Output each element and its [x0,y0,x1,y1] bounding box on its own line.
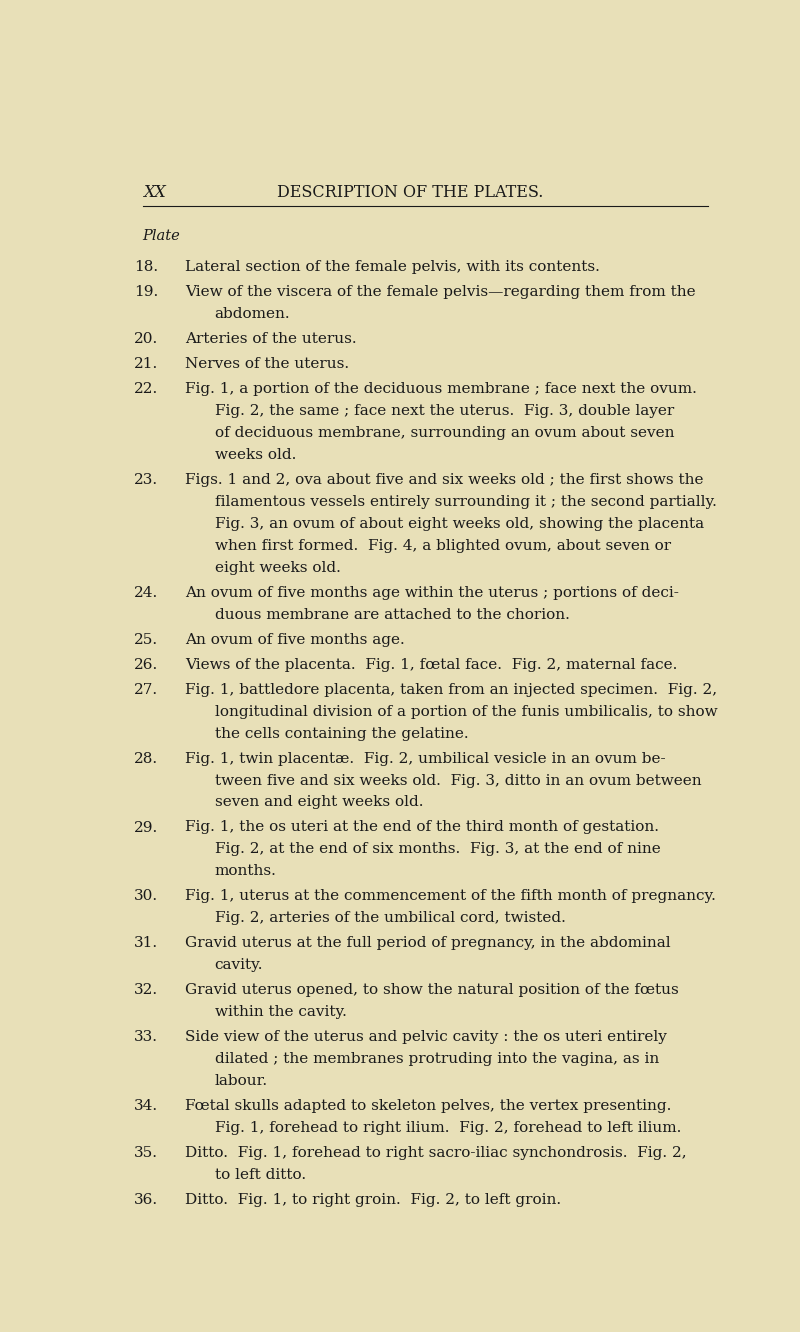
Text: duous membrane are attached to the chorion.: duous membrane are attached to the chori… [214,607,570,622]
Text: Figs. 1 and 2, ova about five and six weeks old ; the first shows the: Figs. 1 and 2, ova about five and six we… [186,473,704,486]
Text: Fig. 1, a portion of the deciduous membrane ; face next the ovum.: Fig. 1, a portion of the deciduous membr… [186,382,697,396]
Text: View of the viscera of the female pelvis—regarding them from the: View of the viscera of the female pelvis… [186,285,696,298]
Text: Nerves of the uterus.: Nerves of the uterus. [186,357,350,370]
Text: DESCRIPTION OF THE PLATES.: DESCRIPTION OF THE PLATES. [277,184,543,201]
Text: filamentous vessels entirely surrounding it ; the second partially.: filamentous vessels entirely surrounding… [214,494,717,509]
Text: eight weeks old.: eight weeks old. [214,561,341,574]
Text: 23.: 23. [134,473,158,486]
Text: Fig. 1, twin placentæ.  Fig. 2, umbilical vesicle in an ovum be-: Fig. 1, twin placentæ. Fig. 2, umbilical… [186,751,666,766]
Text: 21.: 21. [134,357,158,370]
Text: abdomen.: abdomen. [214,306,290,321]
Text: months.: months. [214,864,277,878]
Text: Arteries of the uterus.: Arteries of the uterus. [186,332,357,346]
Text: 34.: 34. [134,1099,158,1114]
Text: 26.: 26. [134,658,158,671]
Text: of deciduous membrane, surrounding an ovum about seven: of deciduous membrane, surrounding an ov… [214,426,674,440]
Text: cavity.: cavity. [214,958,263,972]
Text: 18.: 18. [134,260,158,274]
Text: within the cavity.: within the cavity. [214,1006,346,1019]
Text: 24.: 24. [134,586,158,599]
Text: 30.: 30. [134,890,158,903]
Text: Fig. 1, the os uteri at the end of the third month of gestation.: Fig. 1, the os uteri at the end of the t… [186,821,659,835]
Text: 33.: 33. [134,1031,158,1044]
Text: Fig. 2, arteries of the umbilical cord, twisted.: Fig. 2, arteries of the umbilical cord, … [214,911,566,926]
Text: 32.: 32. [134,983,158,998]
Text: 20.: 20. [134,332,158,346]
Text: 27.: 27. [134,683,158,697]
Text: 28.: 28. [134,751,158,766]
Text: An ovum of five months age.: An ovum of five months age. [186,633,405,646]
Text: Gravid uterus opened, to show the natural position of the fœtus: Gravid uterus opened, to show the natura… [186,983,679,998]
Text: 29.: 29. [134,821,158,835]
Text: Plate: Plate [142,229,180,244]
Text: 25.: 25. [134,633,158,646]
Text: Lateral section of the female pelvis, with its contents.: Lateral section of the female pelvis, wi… [186,260,600,274]
Text: tween five and six weeks old.  Fig. 3, ditto in an ovum between: tween five and six weeks old. Fig. 3, di… [214,774,702,787]
Text: XX: XX [142,184,166,201]
Text: 22.: 22. [134,382,158,396]
Text: Fig. 2, the same ; face next the uterus.  Fig. 3, double layer: Fig. 2, the same ; face next the uterus.… [214,404,674,418]
Text: 31.: 31. [134,936,158,951]
Text: labour.: labour. [214,1074,268,1088]
Text: Fig. 1, uterus at the commencement of the fifth month of pregnancy.: Fig. 1, uterus at the commencement of th… [186,890,716,903]
Text: Views of the placenta.  Fig. 1, fœtal face.  Fig. 2, maternal face.: Views of the placenta. Fig. 1, fœtal fac… [186,658,678,671]
Text: Ditto.  Fig. 1, forehead to right sacro-iliac synchondrosis.  Fig. 2,: Ditto. Fig. 1, forehead to right sacro-i… [186,1147,687,1160]
Text: seven and eight weeks old.: seven and eight weeks old. [214,795,423,810]
Text: Fig. 1, forehead to right ilium.  Fig. 2, forehead to left ilium.: Fig. 1, forehead to right ilium. Fig. 2,… [214,1122,681,1135]
Text: Ditto.  Fig. 1, to right groin.  Fig. 2, to left groin.: Ditto. Fig. 1, to right groin. Fig. 2, t… [186,1193,562,1207]
Text: the cells containing the gelatine.: the cells containing the gelatine. [214,726,468,741]
Text: Fig. 1, battledore placenta, taken from an injected specimen.  Fig. 2,: Fig. 1, battledore placenta, taken from … [186,683,718,697]
Text: longitudinal division of a portion of the funis umbilicalis, to show: longitudinal division of a portion of th… [214,705,718,719]
Text: Gravid uterus at the full period of pregnancy, in the abdominal: Gravid uterus at the full period of preg… [186,936,671,951]
Text: when first formed.  Fig. 4, a blighted ovum, about seven or: when first formed. Fig. 4, a blighted ov… [214,538,671,553]
Text: to left ditto.: to left ditto. [214,1168,306,1183]
Text: 35.: 35. [134,1147,158,1160]
Text: An ovum of five months age within the uterus ; portions of deci-: An ovum of five months age within the ut… [186,586,679,599]
Text: 36.: 36. [134,1193,158,1207]
Text: Fig. 3, an ovum of about eight weeks old, showing the placenta: Fig. 3, an ovum of about eight weeks old… [214,517,704,530]
Text: Fœtal skulls adapted to skeleton pelves, the vertex presenting.: Fœtal skulls adapted to skeleton pelves,… [186,1099,672,1114]
Text: Side view of the uterus and pelvic cavity : the os uteri entirely: Side view of the uterus and pelvic cavit… [186,1031,667,1044]
Text: 19.: 19. [134,285,158,298]
Text: weeks old.: weeks old. [214,448,296,462]
Text: Fig. 2, at the end of six months.  Fig. 3, at the end of nine: Fig. 2, at the end of six months. Fig. 3… [214,842,661,856]
Text: dilated ; the membranes protruding into the vagina, as in: dilated ; the membranes protruding into … [214,1052,659,1067]
